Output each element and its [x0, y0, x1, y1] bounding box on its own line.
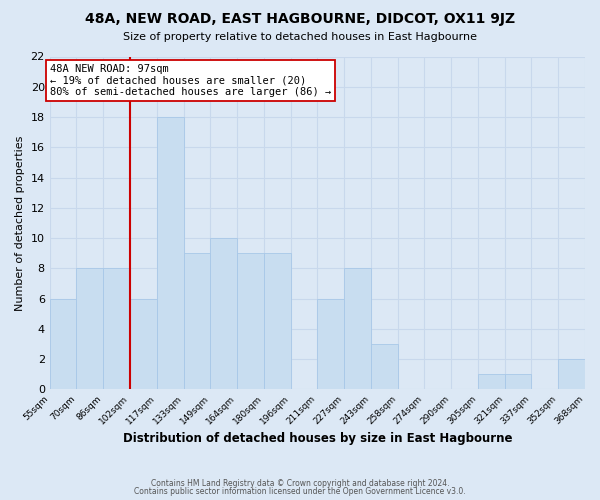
Bar [237, 254, 264, 390]
Bar [184, 254, 210, 390]
Bar [157, 117, 184, 390]
Bar [50, 298, 76, 390]
Bar [505, 374, 532, 390]
Bar [210, 238, 237, 390]
Text: Contains public sector information licensed under the Open Government Licence v3: Contains public sector information licen… [134, 487, 466, 496]
Bar [344, 268, 371, 390]
Text: Contains HM Land Registry data © Crown copyright and database right 2024.: Contains HM Land Registry data © Crown c… [151, 478, 449, 488]
Bar [317, 298, 344, 390]
Bar [130, 298, 157, 390]
Bar [558, 359, 585, 390]
Bar [371, 344, 398, 390]
Bar [264, 254, 290, 390]
Bar [478, 374, 505, 390]
X-axis label: Distribution of detached houses by size in East Hagbourne: Distribution of detached houses by size … [122, 432, 512, 445]
Bar [76, 268, 103, 390]
Bar [103, 268, 130, 390]
Text: 48A NEW ROAD: 97sqm
← 19% of detached houses are smaller (20)
80% of semi-detach: 48A NEW ROAD: 97sqm ← 19% of detached ho… [50, 64, 331, 98]
Y-axis label: Number of detached properties: Number of detached properties [15, 136, 25, 310]
Text: 48A, NEW ROAD, EAST HAGBOURNE, DIDCOT, OX11 9JZ: 48A, NEW ROAD, EAST HAGBOURNE, DIDCOT, O… [85, 12, 515, 26]
Text: Size of property relative to detached houses in East Hagbourne: Size of property relative to detached ho… [123, 32, 477, 42]
